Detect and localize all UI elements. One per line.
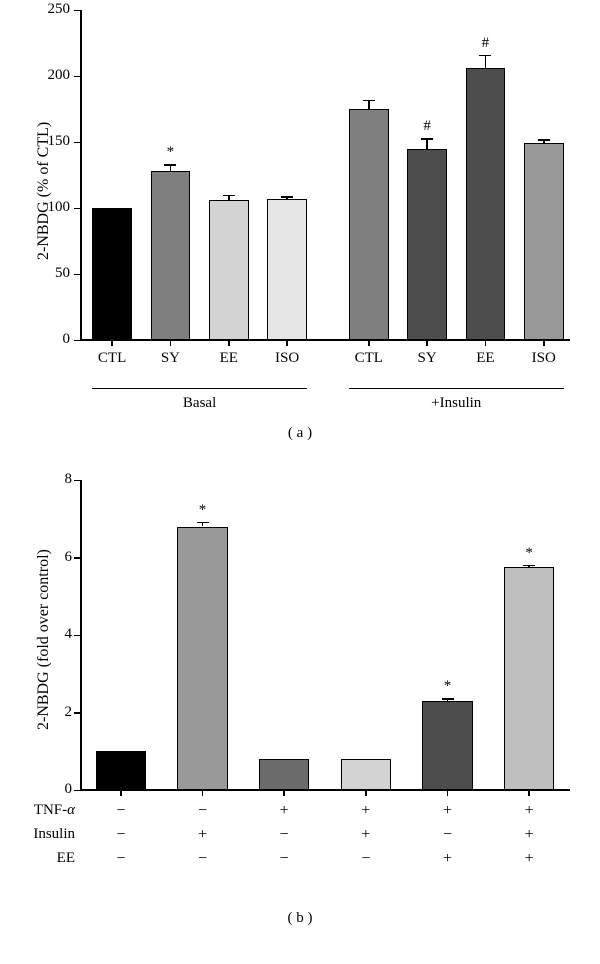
factor-level: + <box>525 850 534 868</box>
factor-level: + <box>525 802 534 820</box>
error-bar <box>426 138 428 149</box>
ytick-label: 250 <box>30 1 70 18</box>
ytick-label: 2 <box>50 704 72 721</box>
bar <box>349 109 389 340</box>
ytick-label: 0 <box>50 781 72 798</box>
panel-a: 050100150200250 *## 2-NBDG (% of CTL) CT… <box>0 10 600 450</box>
factor-level: − <box>280 826 289 844</box>
xtick <box>365 790 367 796</box>
panel-b-tag: ( b ) <box>0 910 600 927</box>
xtick <box>111 340 113 346</box>
bar <box>466 68 506 340</box>
x-category-label: SY <box>417 350 436 367</box>
group-underline <box>92 388 307 389</box>
x-category-label: ISO <box>275 350 299 367</box>
factor-level: + <box>198 826 207 844</box>
panel-b: 02468 *** 2-NBDG (fold over control) TNF… <box>0 480 600 950</box>
xtick <box>202 790 204 796</box>
bar <box>504 567 555 790</box>
bar <box>341 759 392 790</box>
group-underline <box>349 388 564 389</box>
factor-level: + <box>443 802 452 820</box>
ytick-label: 0 <box>30 331 70 348</box>
bar <box>209 200 249 340</box>
xtick <box>368 340 370 346</box>
bar <box>267 199 307 340</box>
group-label: +Insulin <box>431 395 481 412</box>
bar <box>151 171 191 340</box>
x-category-label: CTL <box>98 350 126 367</box>
bar <box>96 751 147 790</box>
factor-level: − <box>116 850 125 868</box>
significance-marker: * <box>199 502 207 519</box>
y-axis-label-a: 2-NBDG (% of CTL) <box>35 122 53 260</box>
error-cap <box>479 55 491 57</box>
error-cap <box>538 139 550 141</box>
xtick <box>543 340 545 346</box>
x-category-label: EE <box>476 350 494 367</box>
bar <box>259 759 310 790</box>
factor-level: + <box>361 826 370 844</box>
factor-level: − <box>198 802 207 820</box>
ytick-label: 200 <box>30 67 70 84</box>
x-category-label: ISO <box>532 350 556 367</box>
factor-row-label: Insulin <box>10 826 75 843</box>
error-cap <box>223 195 235 197</box>
error-cap <box>197 522 209 524</box>
error-cap <box>442 698 454 700</box>
significance-marker: * <box>525 545 533 562</box>
xtick <box>426 340 428 346</box>
x-category-label: SY <box>161 350 180 367</box>
factor-level: − <box>198 850 207 868</box>
factor-level: + <box>443 850 452 868</box>
significance-marker: * <box>444 678 452 695</box>
factor-level: + <box>361 802 370 820</box>
xtick <box>286 340 288 346</box>
error-bar <box>485 55 487 68</box>
bar <box>524 143 564 340</box>
ytick-label: 50 <box>30 265 70 282</box>
significance-marker: * <box>167 144 175 161</box>
error-cap <box>421 138 433 140</box>
significance-marker: # <box>423 118 431 135</box>
chart-a: 050100150200250 *## 2-NBDG (% of CTL) <box>80 10 570 340</box>
bar <box>407 149 447 340</box>
ytick-label: 4 <box>50 626 72 643</box>
xtick <box>228 340 230 346</box>
factor-row-label: EE <box>10 850 75 867</box>
y-axis-label-b: 2-NBDG (fold over control) <box>35 549 53 730</box>
xtick <box>447 790 449 796</box>
panel-a-tag: ( a ) <box>0 425 600 442</box>
significance-marker: # <box>482 35 490 52</box>
factor-level: − <box>280 850 289 868</box>
bar <box>422 701 473 790</box>
group-label: Basal <box>183 395 216 412</box>
factor-level: + <box>525 826 534 844</box>
factor-level: − <box>116 826 125 844</box>
x-category-label: CTL <box>355 350 383 367</box>
error-cap <box>363 100 375 102</box>
ytick-label: 6 <box>50 549 72 566</box>
xtick <box>283 790 285 796</box>
xtick <box>120 790 122 796</box>
error-cap <box>523 565 535 567</box>
bar <box>177 527 228 791</box>
xtick <box>170 340 172 346</box>
factor-level: − <box>361 850 370 868</box>
factor-row-label: TNF-α <box>10 802 75 819</box>
factor-level: + <box>280 802 289 820</box>
chart-b: 02468 *** 2-NBDG (fold over control) <box>80 480 570 790</box>
error-cap <box>281 196 293 198</box>
xtick <box>528 790 530 796</box>
factor-level: − <box>443 826 452 844</box>
error-cap <box>164 164 176 166</box>
bar <box>92 208 132 340</box>
ytick-label: 8 <box>50 471 72 488</box>
x-category-label: EE <box>220 350 238 367</box>
xtick <box>485 340 487 346</box>
factor-level: − <box>116 802 125 820</box>
